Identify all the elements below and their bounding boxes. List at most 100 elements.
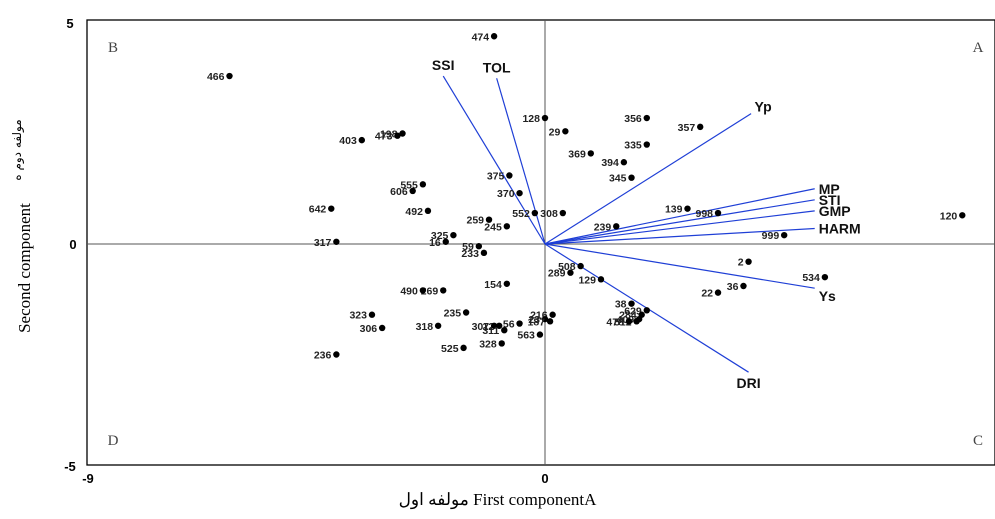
data-point — [643, 307, 650, 314]
point-label: 235 — [444, 308, 462, 320]
point-label: 369 — [568, 148, 586, 160]
point-label: 492 — [405, 206, 423, 218]
data-point — [567, 269, 574, 276]
data-point — [503, 280, 511, 287]
vector-label: Ys — [819, 288, 836, 304]
point-label: 490 — [400, 285, 418, 297]
data-point — [498, 340, 505, 347]
data-point — [536, 331, 544, 338]
data-point — [226, 72, 233, 80]
data-point — [541, 315, 549, 323]
data-point — [620, 159, 628, 166]
data-point — [485, 216, 493, 223]
data-point — [460, 344, 467, 352]
data-point — [643, 114, 650, 122]
point-label: 370 — [497, 188, 515, 200]
point-label: 259 — [466, 215, 484, 227]
data-point — [328, 205, 335, 212]
quadrant-label-d: D — [108, 433, 119, 449]
point-label: 245 — [484, 221, 502, 233]
point-label: 534 — [802, 272, 820, 284]
point-label: 317 — [314, 237, 332, 249]
data-point — [714, 289, 722, 296]
point-label: 154 — [484, 279, 502, 291]
point-label: 403 — [339, 135, 357, 147]
point-label: 16 — [429, 237, 441, 249]
y-tick-label: -5 — [64, 459, 76, 474]
data-point — [399, 130, 406, 137]
point-label: 356 — [624, 113, 642, 125]
vector-label: STI — [819, 192, 841, 208]
point-label: 128 — [522, 113, 540, 125]
point-label: 120 — [940, 210, 958, 222]
data-point — [740, 282, 747, 290]
point-label: 307 — [472, 321, 490, 333]
data-point — [480, 249, 488, 257]
data-point — [434, 322, 442, 329]
point-label: 345 — [609, 173, 627, 185]
point-label: 328 — [479, 338, 497, 350]
point-label: 563 — [517, 330, 535, 342]
vector-line — [544, 243, 815, 289]
point-label: 239 — [594, 221, 612, 233]
vector-line — [544, 113, 752, 245]
point-label: 38 — [615, 299, 627, 311]
point-label: 375 — [487, 170, 505, 182]
point-label: 236 — [314, 350, 332, 362]
vector-line — [442, 75, 546, 245]
data-point — [821, 273, 829, 281]
data-point — [490, 322, 498, 329]
vector-label: TOL — [483, 59, 511, 75]
point-label: 606 — [390, 186, 408, 198]
point-label: 198 — [380, 129, 398, 141]
data-point — [442, 238, 449, 245]
data-point — [501, 326, 508, 334]
data-point — [577, 262, 584, 270]
point-label: 466 — [207, 71, 225, 83]
data-point — [643, 141, 650, 148]
point-label: 394 — [601, 157, 619, 169]
vector-label: GMP — [819, 203, 851, 219]
data-point — [358, 136, 365, 144]
data-point — [628, 300, 635, 307]
data-point — [496, 322, 503, 329]
data-point — [424, 207, 432, 215]
data-point — [450, 231, 457, 239]
point-label: 12 — [483, 321, 495, 333]
point-label: 22 — [701, 288, 713, 300]
data-point — [516, 320, 523, 327]
point-label: 56 — [503, 319, 515, 331]
data-point — [419, 181, 427, 188]
quadrant-label-b: B — [108, 40, 118, 56]
data-point — [462, 309, 470, 316]
point-label: 2 — [738, 257, 744, 269]
point-label: 335 — [624, 140, 642, 152]
data-point — [546, 318, 554, 325]
data-point — [490, 33, 498, 40]
vector-line — [496, 78, 546, 245]
point-label: 306 — [360, 323, 378, 335]
data-point — [959, 212, 966, 219]
point-label: 478 — [606, 316, 624, 328]
data-point — [714, 209, 722, 217]
data-point — [628, 174, 635, 181]
point-label: 357 — [678, 122, 696, 134]
y-tick-label: 5 — [66, 16, 73, 31]
point-label: 323 — [349, 310, 367, 322]
point-label: 629 — [624, 305, 642, 317]
point-label: 23 — [528, 314, 540, 326]
point-label: 318 — [416, 321, 434, 333]
vector-label: HARM — [819, 221, 861, 237]
quadrant-label-a: A — [973, 40, 984, 56]
point-label: 36 — [727, 281, 739, 293]
data-point — [780, 231, 788, 239]
data-point — [531, 209, 539, 217]
data-point — [503, 223, 511, 230]
data-point — [559, 209, 567, 217]
point-label: 311 — [482, 325, 499, 337]
point-label: 29 — [549, 126, 561, 138]
x-axis-label: مولفه اول First componentA — [398, 490, 597, 509]
vector-label: Yp — [755, 99, 772, 115]
data-point — [613, 223, 620, 230]
